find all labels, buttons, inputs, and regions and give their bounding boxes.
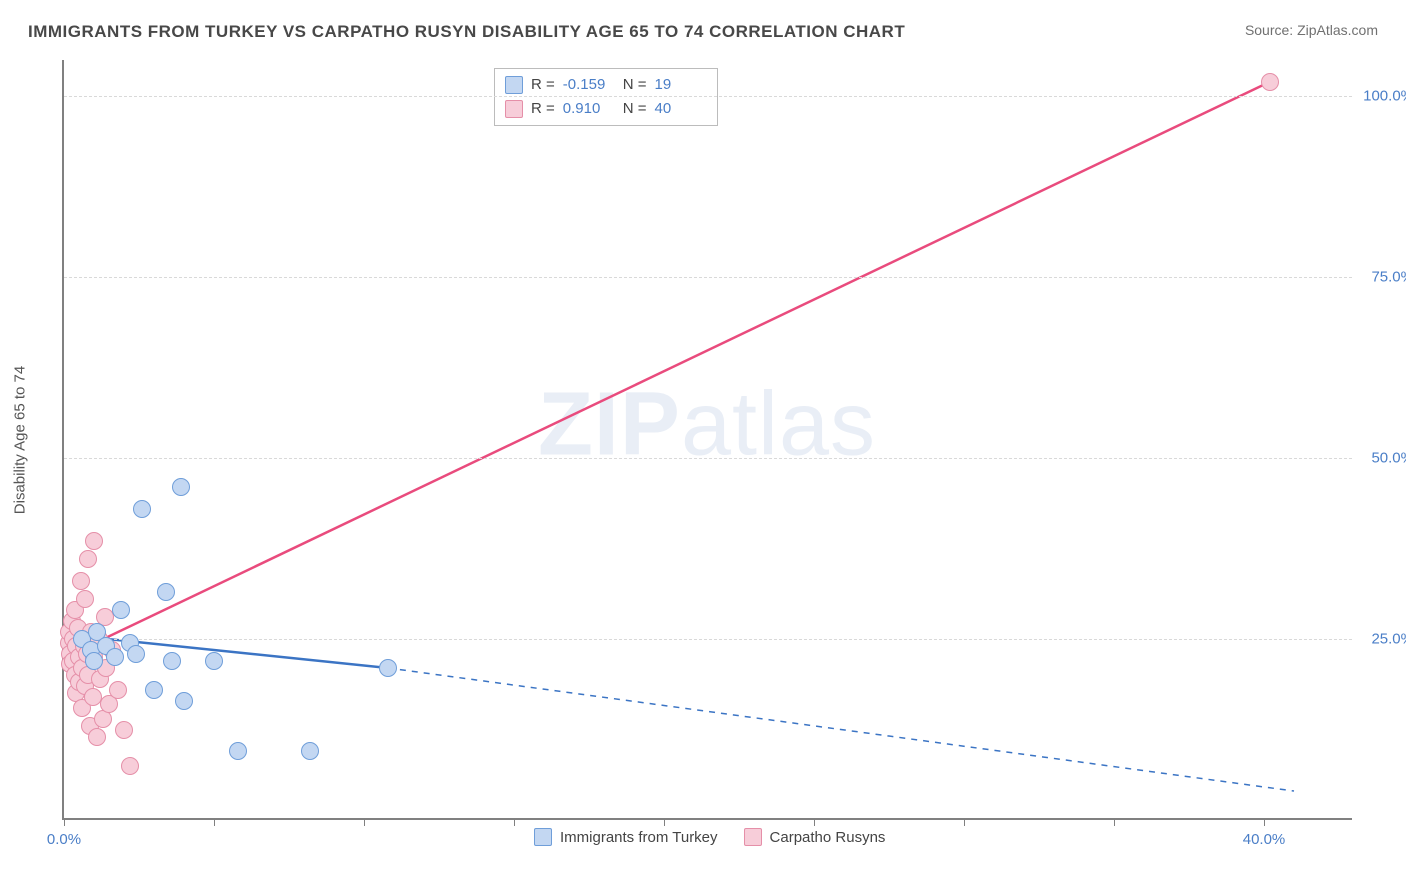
- scatter-point-rusyn: [72, 572, 90, 590]
- x-tick: [814, 818, 815, 826]
- r-value-rusyn: 0.910: [563, 97, 615, 121]
- x-tick: [1114, 818, 1115, 826]
- swatch-turkey: [505, 76, 523, 94]
- y-tick-label: 75.0%: [1359, 269, 1406, 286]
- swatch-rusyn: [744, 828, 762, 846]
- scatter-point-rusyn: [115, 721, 133, 739]
- gridline: [64, 96, 1352, 97]
- x-tick: [964, 818, 965, 826]
- scatter-point-rusyn: [84, 688, 102, 706]
- regression-lines: [64, 60, 1352, 818]
- scatter-point-turkey: [145, 681, 163, 699]
- x-tick-label: 40.0%: [1243, 831, 1286, 848]
- gridline: [64, 458, 1352, 459]
- x-tick: [664, 818, 665, 826]
- chart-area: Disability Age 65 to 74 ZIPatlas R = -0.…: [62, 60, 1352, 820]
- legend-item-turkey: Immigrants from Turkey: [534, 828, 718, 846]
- plot-region: R = -0.159 N = 19 R = 0.910 N = 40 Immig…: [62, 60, 1352, 820]
- scatter-point-rusyn: [1261, 73, 1279, 91]
- scatter-point-turkey: [157, 583, 175, 601]
- scatter-point-turkey: [106, 648, 124, 666]
- legend-label-rusyn: Carpatho Rusyns: [770, 829, 886, 846]
- scatter-point-turkey: [133, 500, 151, 518]
- x-tick-label: 0.0%: [47, 831, 81, 848]
- scatter-point-turkey: [127, 645, 145, 663]
- n-label: N =: [623, 97, 647, 121]
- stats-row-turkey: R = -0.159 N = 19: [505, 73, 707, 97]
- y-tick-label: 100.0%: [1359, 88, 1406, 105]
- x-tick: [364, 818, 365, 826]
- bottom-legend: Immigrants from Turkey Carpatho Rusyns: [534, 828, 885, 846]
- scatter-point-turkey: [85, 652, 103, 670]
- scatter-point-turkey: [205, 652, 223, 670]
- gridline: [64, 639, 1352, 640]
- stats-row-rusyn: R = 0.910 N = 40: [505, 97, 707, 121]
- scatter-point-turkey: [172, 478, 190, 496]
- x-tick: [64, 818, 65, 826]
- scatter-point-rusyn: [121, 757, 139, 775]
- scatter-point-rusyn: [88, 728, 106, 746]
- scatter-point-turkey: [229, 742, 247, 760]
- r-label: R =: [531, 97, 555, 121]
- scatter-point-rusyn: [76, 590, 94, 608]
- gridline: [64, 277, 1352, 278]
- r-label: R =: [531, 73, 555, 97]
- source-attribution: Source: ZipAtlas.com: [1245, 22, 1378, 38]
- x-tick: [1264, 818, 1265, 826]
- scatter-point-turkey: [301, 742, 319, 760]
- scatter-point-turkey: [175, 692, 193, 710]
- legend-label-turkey: Immigrants from Turkey: [560, 829, 718, 846]
- x-tick: [214, 818, 215, 826]
- scatter-point-rusyn: [109, 681, 127, 699]
- swatch-turkey: [534, 828, 552, 846]
- scatter-point-turkey: [163, 652, 181, 670]
- chart-title: IMMIGRANTS FROM TURKEY VS CARPATHO RUSYN…: [28, 22, 905, 42]
- scatter-point-rusyn: [85, 532, 103, 550]
- scatter-point-turkey: [112, 601, 130, 619]
- x-tick: [514, 818, 515, 826]
- scatter-point-rusyn: [79, 550, 97, 568]
- scatter-point-turkey: [379, 659, 397, 677]
- y-axis-label: Disability Age 65 to 74: [12, 366, 29, 514]
- r-value-turkey: -0.159: [563, 73, 615, 97]
- y-tick-label: 50.0%: [1359, 450, 1406, 467]
- n-label: N =: [623, 73, 647, 97]
- swatch-rusyn: [505, 100, 523, 118]
- legend-item-rusyn: Carpatho Rusyns: [744, 828, 886, 846]
- y-tick-label: 25.0%: [1359, 631, 1406, 648]
- n-value-rusyn: 40: [655, 97, 707, 121]
- n-value-turkey: 19: [655, 73, 707, 97]
